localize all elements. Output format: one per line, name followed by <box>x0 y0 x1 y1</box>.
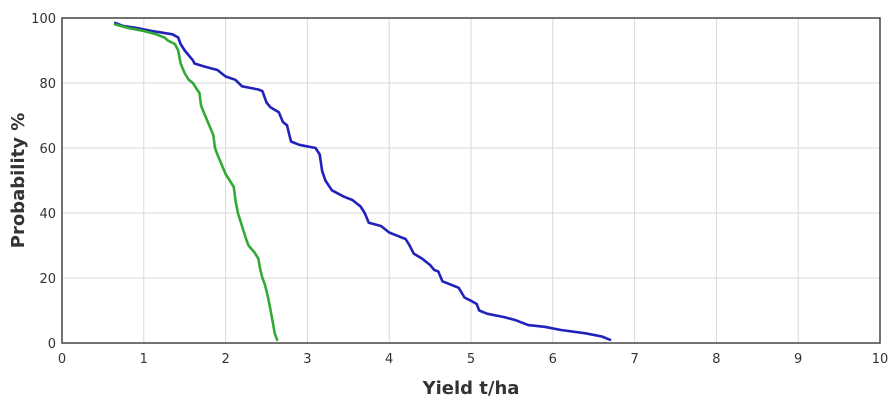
x-tick-label: 0 <box>58 352 66 367</box>
y-axis-title: Probability % <box>8 113 29 249</box>
plot-frame <box>61 17 881 344</box>
y-tick-label: 0 <box>48 337 56 352</box>
series-line-1 <box>113 21 612 342</box>
x-tick-label: 6 <box>549 352 557 367</box>
x-tick-label: 10 <box>872 352 888 367</box>
series-layer <box>113 21 612 342</box>
x-tick-label: 5 <box>467 352 475 367</box>
x-axis-ticks: 0 1 2 3 4 5 6 7 8 9 10 <box>58 352 888 367</box>
grid-lines <box>62 18 880 343</box>
x-tick-label: 4 <box>385 352 393 367</box>
series-line-2 <box>113 23 279 342</box>
x-tick-label: 8 <box>712 352 720 367</box>
y-tick-label: 20 <box>39 272 56 287</box>
x-tick-label: 2 <box>221 352 229 367</box>
x-tick-label: 9 <box>794 352 802 367</box>
y-tick-label: 100 <box>31 12 56 27</box>
y-tick-label: 80 <box>39 77 56 92</box>
x-axis-title: Yield t/ha <box>422 378 520 399</box>
x-tick-label: 7 <box>630 352 638 367</box>
y-tick-label: 60 <box>39 142 56 157</box>
x-tick-label: 3 <box>303 352 311 367</box>
y-axis-ticks: 0 20 40 60 80 100 <box>31 12 56 352</box>
y-tick-label: 40 <box>39 207 56 222</box>
x-tick-label: 1 <box>140 352 148 367</box>
